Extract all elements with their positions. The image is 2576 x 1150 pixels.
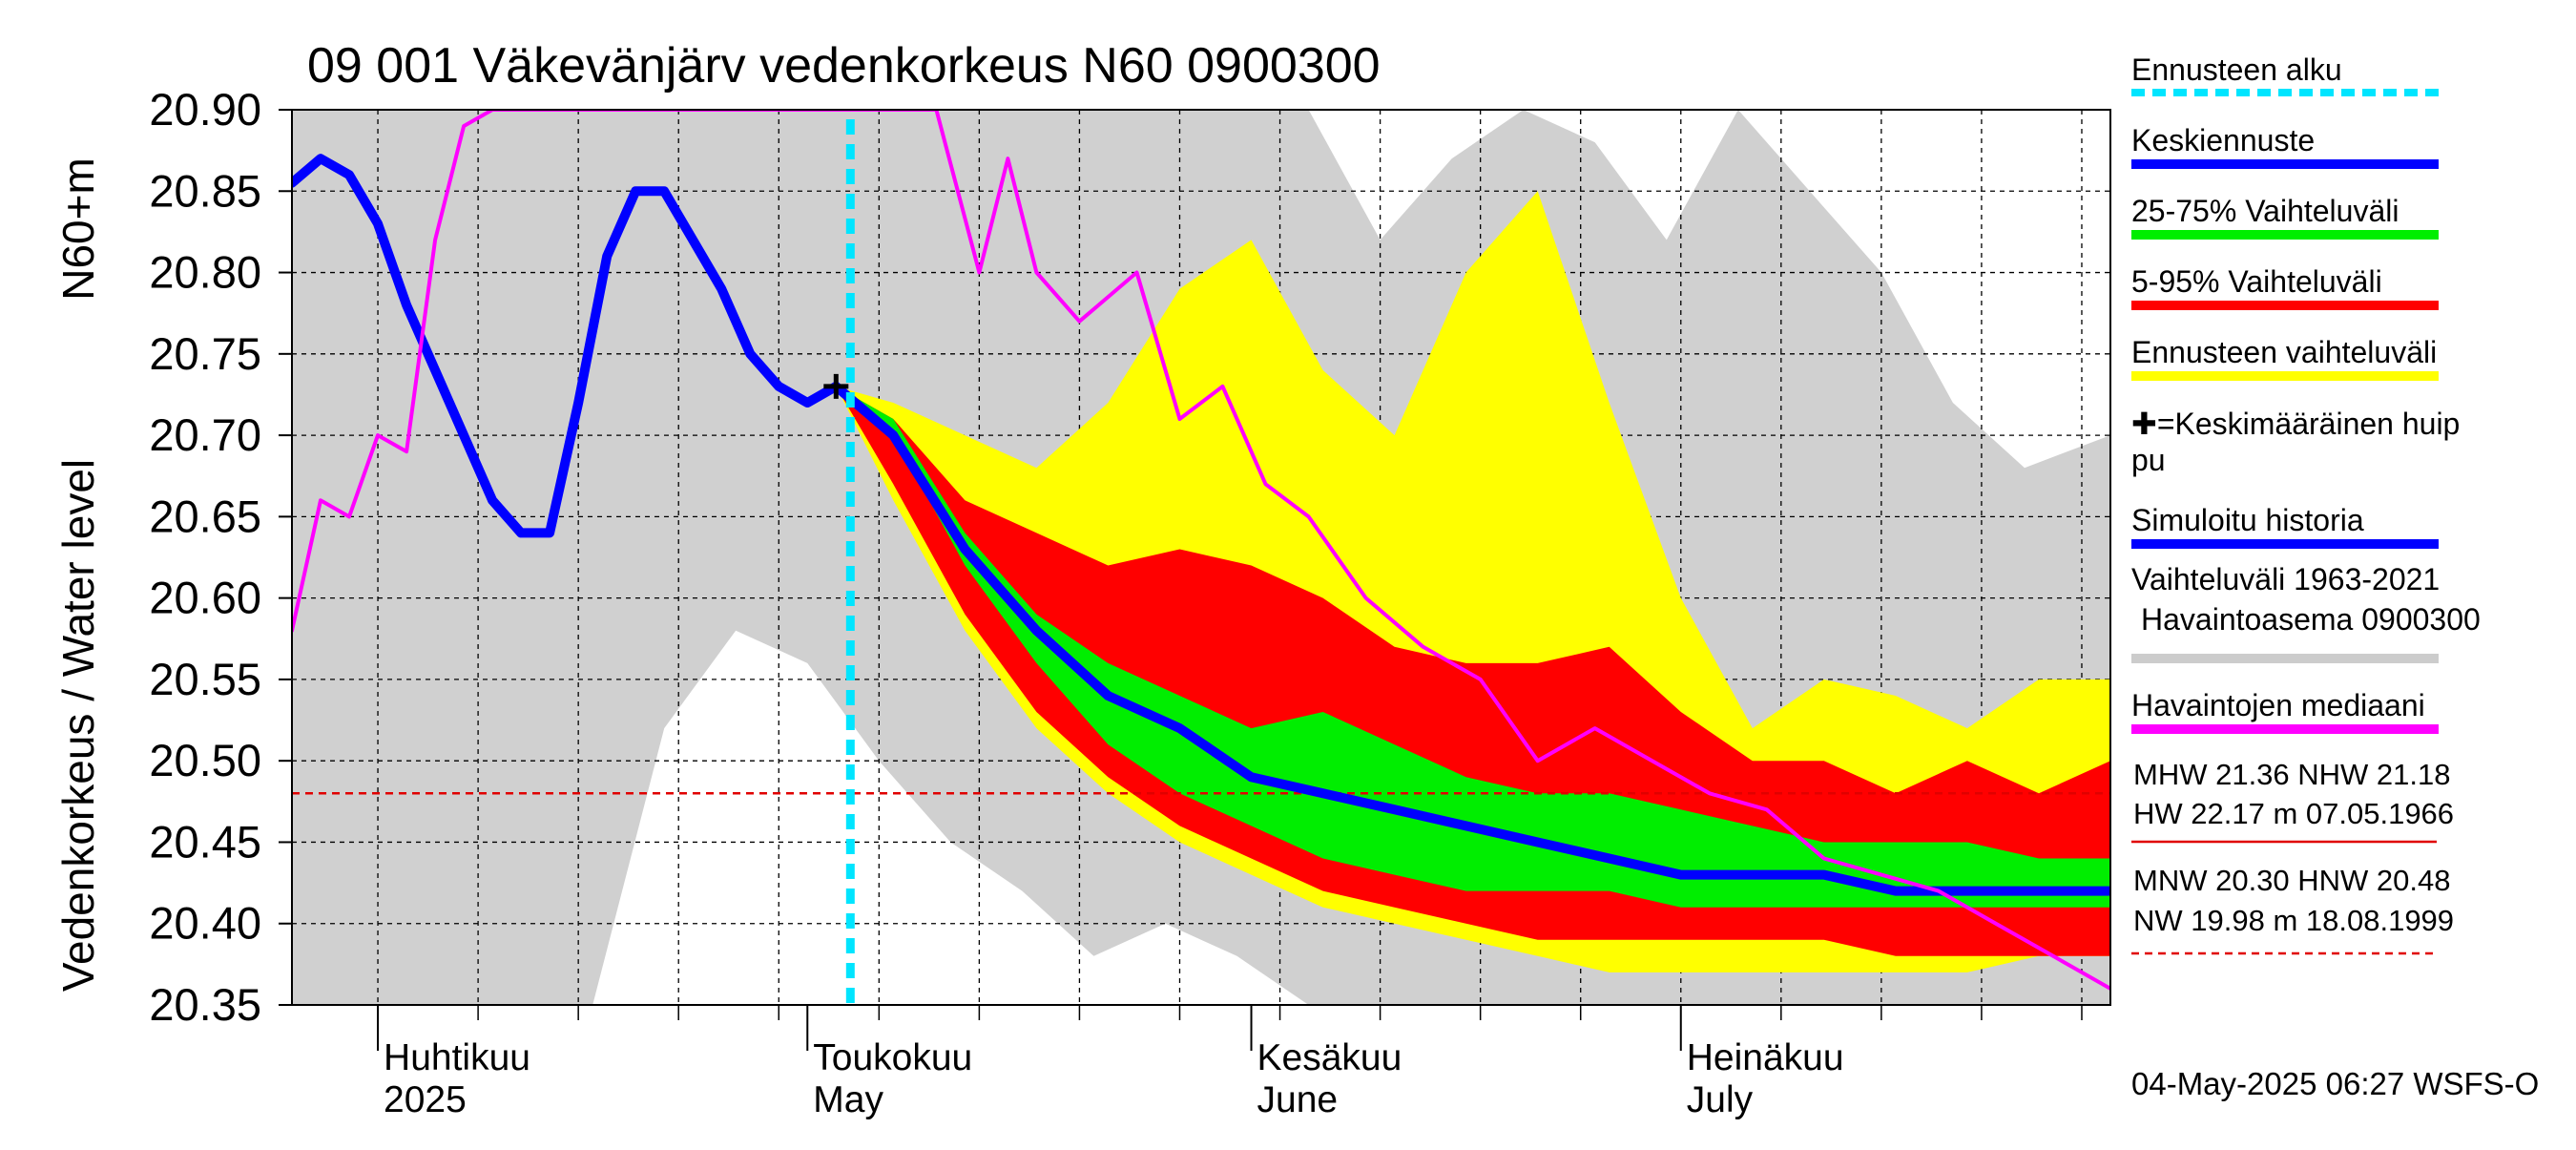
x-month-label-en: June [1257, 1079, 1339, 1120]
y-tick-label: 20.55 [149, 654, 261, 704]
y-tick-label: 20.70 [149, 409, 261, 460]
legend-label: Ennusteen vaihteluväli [2131, 335, 2437, 369]
legend-label: Vaihteluväli 1963-2021 [2131, 562, 2440, 596]
legend-label: Ennusteen alku [2131, 52, 2342, 87]
timestamp-footer: 04-May-2025 06:27 WSFS-O [2131, 1066, 2539, 1101]
y-tick-label: 20.60 [149, 573, 261, 623]
stat-line-mhw: MHW 21.36 NHW 21.18 [2133, 758, 2451, 791]
legend-label: 25-75% Vaihteluväli [2131, 194, 2399, 228]
legend-label: Havaintojen mediaani [2131, 688, 2425, 722]
y-tick-label: 20.75 [149, 328, 261, 379]
x-month-label-fi: Heinäkuu [1687, 1037, 1844, 1078]
stat-line-nw: NW 19.98 m 18.08.1999 [2133, 904, 2454, 937]
chart-title: 09 001 Väkevänjärv vedenkorkeus N60 0900… [307, 38, 1381, 94]
series-line-3 [831, 381, 2110, 896]
x-month-label-en: 2025 [384, 1079, 467, 1120]
y-tick-label: 20.50 [149, 735, 261, 785]
y-tick-label: 20.85 [149, 165, 261, 216]
x-month-label-fi: Huhtikuu [384, 1037, 530, 1078]
y-tick-label: 20.45 [149, 816, 261, 867]
y-axis-label: Vedenkorkeus / Water level [53, 459, 103, 992]
legend: Ennusteen alku Keskiennuste 25-75% Vaihtel… [2131, 52, 2481, 734]
x-month-label-en: May [813, 1079, 883, 1120]
y-tick-label: 20.65 [149, 491, 261, 541]
stat-line-hw: HW 22.17 m 07.05.1966 [2133, 797, 2454, 830]
plot-area [292, 110, 2110, 1005]
x-month-label-en: July [1687, 1079, 1754, 1120]
y-axis-unit: N60+m [53, 157, 103, 301]
mean-peak-marker [823, 373, 849, 399]
stat-line-mnw: MNW 20.30 HNW 20.48 [2133, 864, 2451, 897]
band-1 [836, 386, 2110, 956]
legend-label: Keskiennuste [2131, 123, 2315, 157]
y-tick-label: 20.80 [149, 247, 261, 298]
legend-label: ✚=Keskimääräinen huip [2131, 407, 2460, 441]
y-tick-label: 20.40 [149, 898, 261, 949]
legend-label: Simuloitu historia [2131, 503, 2364, 537]
legend-label: 5-95% Vaihteluväli [2131, 264, 2382, 299]
legend-label-cont: Havaintoasema 0900300 [2141, 602, 2481, 637]
y-tick-label: 20.35 [149, 979, 261, 1030]
x-month-label-fi: Toukokuu [813, 1037, 972, 1078]
legend-label-cont: pu [2131, 443, 2166, 477]
series-line-4 [292, 154, 841, 538]
series-line-5 [292, 110, 2110, 991]
band-2 [836, 386, 2110, 908]
y-tick-label: 20.90 [149, 84, 261, 135]
plot-frame [291, 109, 2111, 1006]
statistics-panel: MHW 21.36 NHW 21.18 HW 22.17 m 07.05.196… [2131, 758, 2454, 955]
x-month-label-fi: Kesäkuu [1257, 1037, 1402, 1078]
